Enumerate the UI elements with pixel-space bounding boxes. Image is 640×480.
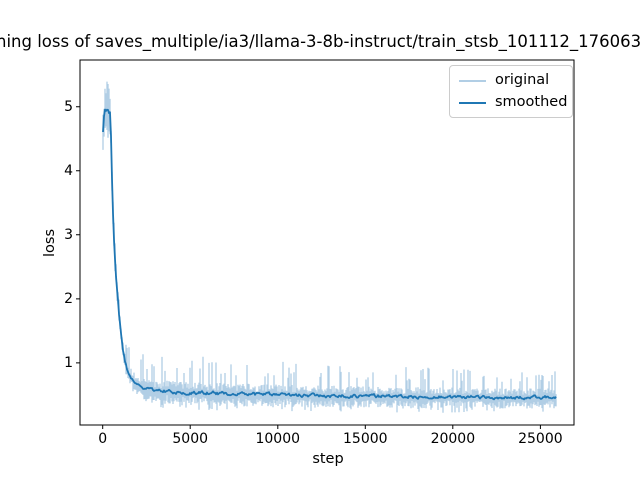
y-tick-label: 1 <box>64 354 73 371</box>
x-tick-label: 20000 <box>430 431 476 447</box>
y-tick-label: 5 <box>64 98 73 115</box>
plot-title: ning loss of saves_multiple/ia3/llama-3-… <box>0 32 640 51</box>
tick-marks <box>76 106 541 429</box>
x-tick-label: 15000 <box>343 431 388 447</box>
smoothed-series <box>102 108 557 401</box>
smoothed-line <box>102 108 557 401</box>
smoothed-line-swatch <box>459 101 486 104</box>
original-line <box>102 81 557 413</box>
y-tick-label: 4 <box>64 162 73 179</box>
y-tick-label: 3 <box>64 226 73 243</box>
x-axis-label: step <box>312 451 344 467</box>
x-tick-label: 5000 <box>172 431 209 447</box>
y-axis-label: loss <box>42 228 58 258</box>
legend-item-smoothed: smoothed <box>459 94 568 110</box>
x-tick-label: 0 <box>98 431 108 447</box>
legend-label-smoothed: smoothed <box>495 94 568 110</box>
legend-item-original: original <box>459 73 564 88</box>
x-tick-label: 25000 <box>518 431 563 447</box>
original-series <box>102 81 557 413</box>
legend-label-original: original <box>495 72 550 88</box>
legend: original smoothed <box>449 65 573 118</box>
axes-border <box>79 59 575 426</box>
x-tick-label: 10000 <box>255 431 301 447</box>
original-line-swatch <box>459 79 486 82</box>
y-tick-label: 2 <box>64 290 73 307</box>
